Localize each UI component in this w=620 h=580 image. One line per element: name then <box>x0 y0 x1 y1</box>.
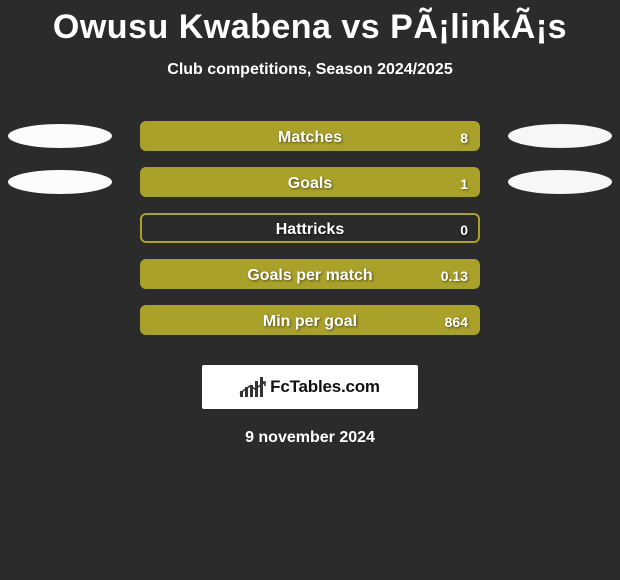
stat-label: Goals <box>142 169 478 199</box>
stat-row: Goals per match0.13 <box>0 259 620 305</box>
player2-ellipse <box>508 170 612 194</box>
stat-row: Goals1 <box>0 167 620 213</box>
stat-label: Min per goal <box>142 307 478 337</box>
stat-label: Goals per match <box>142 261 478 291</box>
player1-ellipse <box>8 170 112 194</box>
player2-ellipse <box>508 124 612 148</box>
stat-bar: Matches8 <box>140 121 480 151</box>
brand-text: FcTables.com <box>270 377 380 397</box>
stat-label: Matches <box>142 123 478 153</box>
chart-bars-icon <box>240 377 264 397</box>
stat-row: Matches8 <box>0 121 620 167</box>
stat-value: 0 <box>460 215 468 245</box>
stat-label: Hattricks <box>142 215 478 245</box>
stat-row: Min per goal864 <box>0 305 620 351</box>
subtitle: Club competitions, Season 2024/2025 <box>0 61 620 79</box>
stat-value: 1 <box>460 169 468 199</box>
stat-bar: Goals per match0.13 <box>140 259 480 289</box>
stat-value: 864 <box>445 307 468 337</box>
stat-value: 0.13 <box>441 261 468 291</box>
stats-comparison-card: Owusu Kwabena vs PÃ¡linkÃ¡s Club competi… <box>0 0 620 580</box>
stat-bar: Min per goal864 <box>140 305 480 335</box>
stat-row: Hattricks0 <box>0 213 620 259</box>
stat-value: 8 <box>460 123 468 153</box>
stat-rows: Matches8Goals1Hattricks0Goals per match0… <box>0 121 620 351</box>
stat-bar: Hattricks0 <box>140 213 480 243</box>
generated-date: 9 november 2024 <box>0 429 620 447</box>
stat-bar: Goals1 <box>140 167 480 197</box>
page-title: Owusu Kwabena vs PÃ¡linkÃ¡s <box>0 8 620 47</box>
brand-box[interactable]: FcTables.com <box>202 365 418 409</box>
player1-ellipse <box>8 124 112 148</box>
